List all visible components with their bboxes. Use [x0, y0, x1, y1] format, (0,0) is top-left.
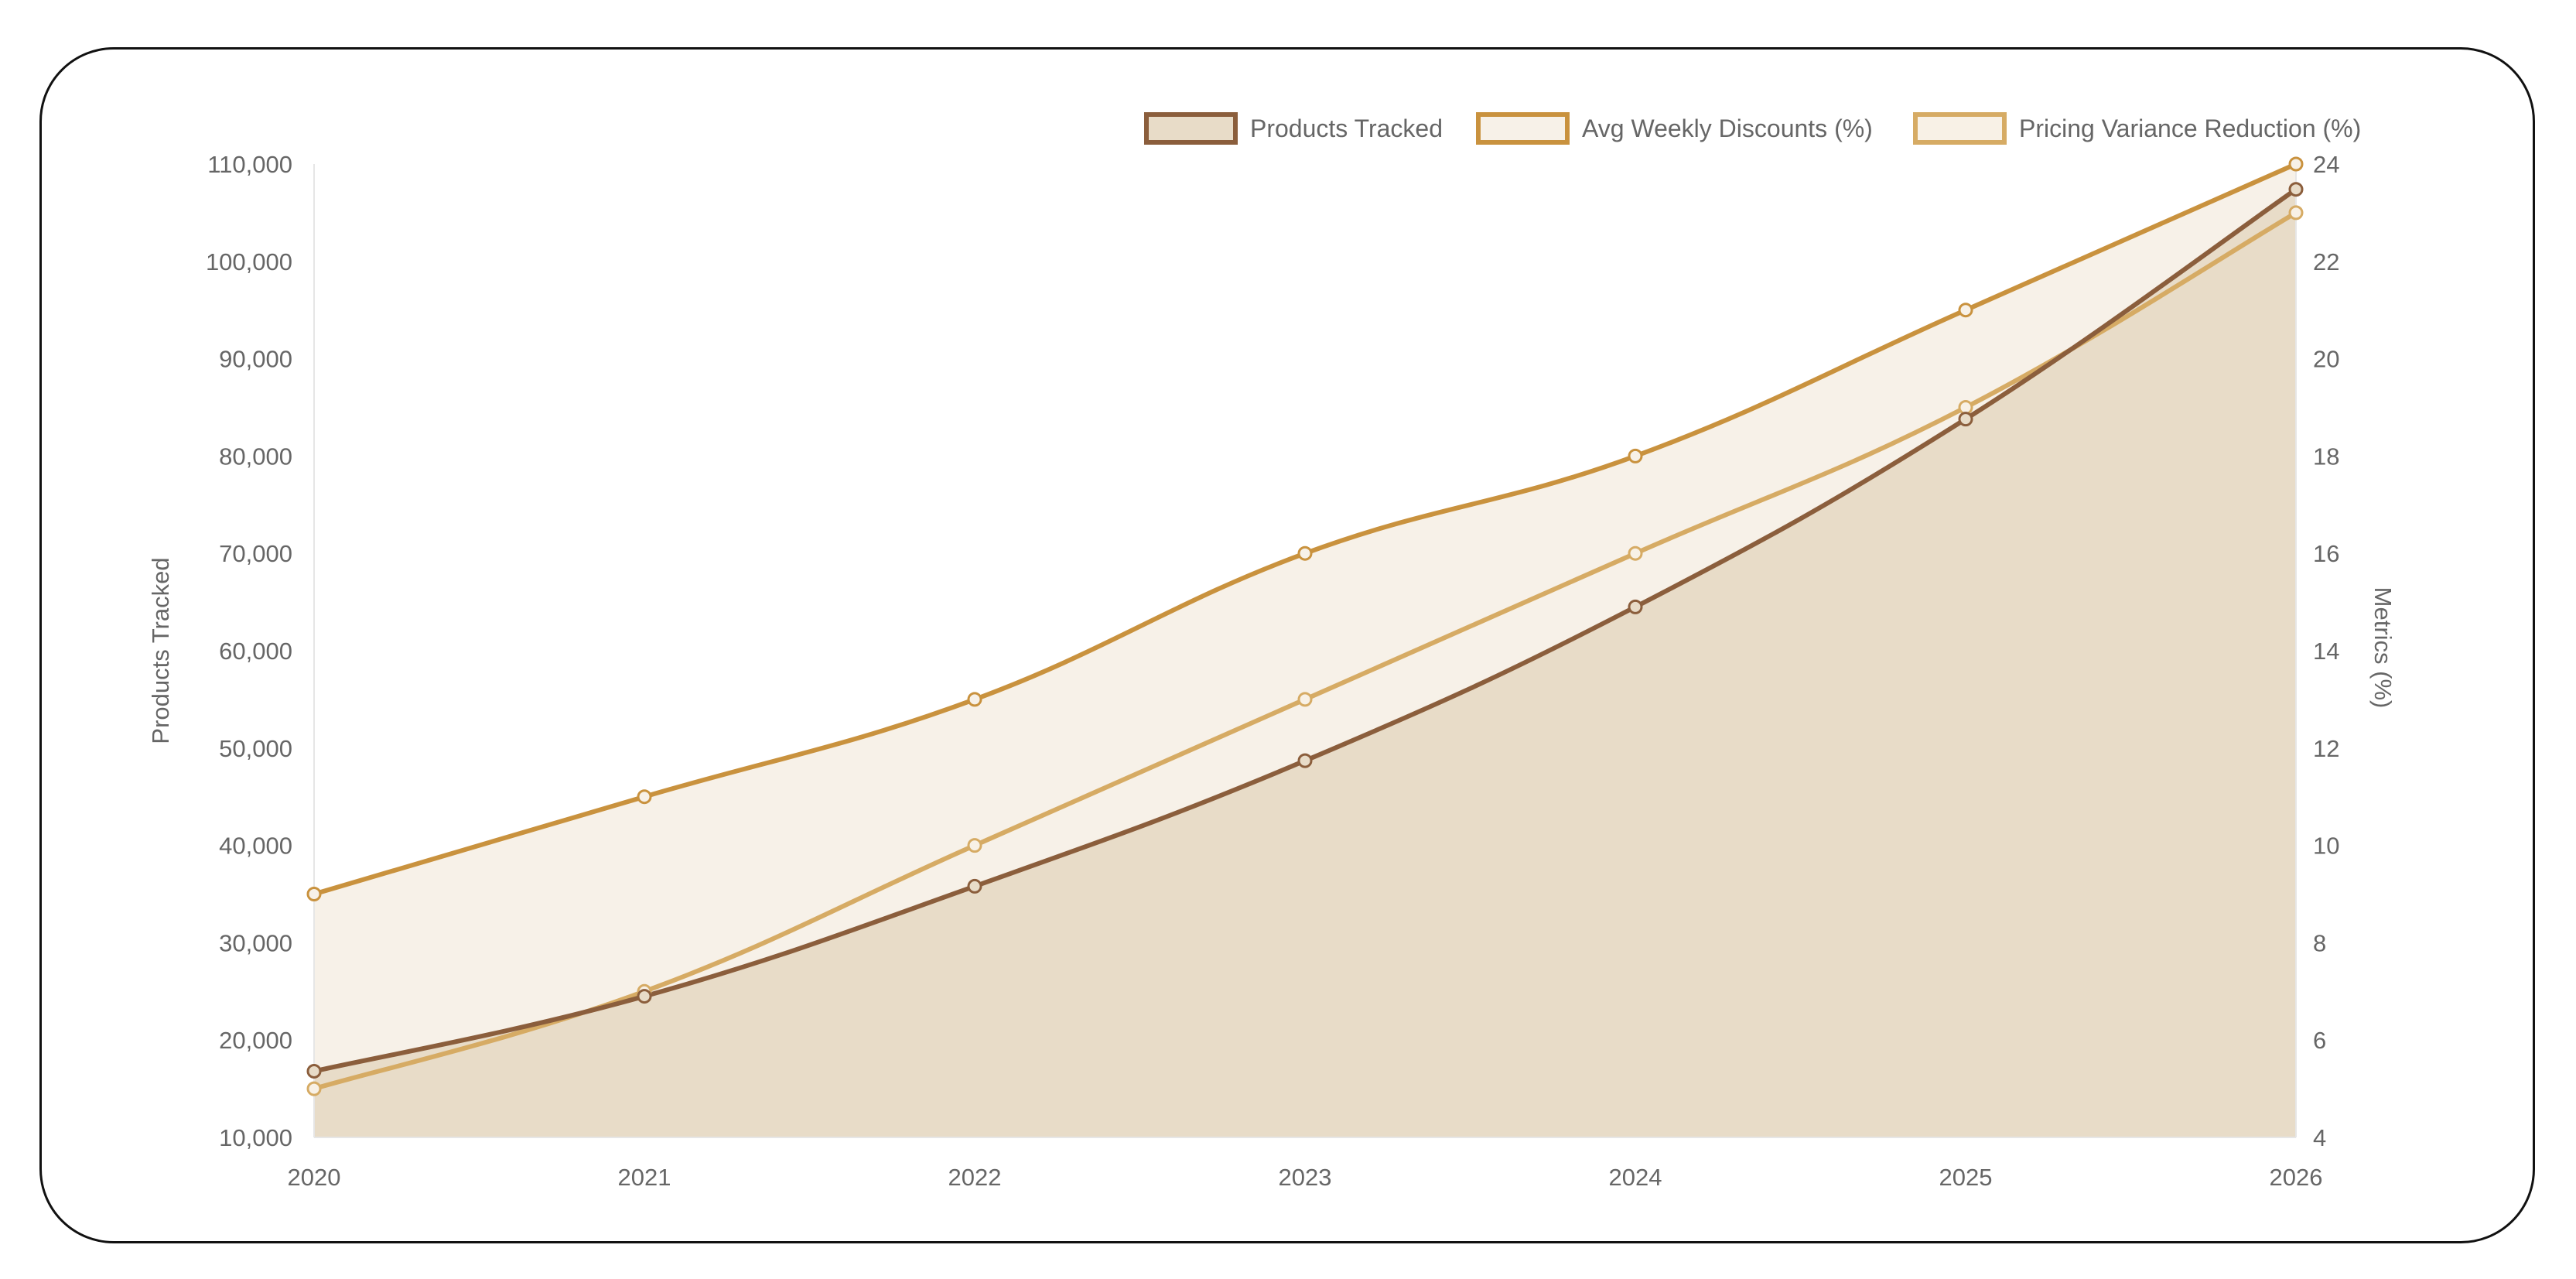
- y-tick-label: 40,000: [219, 833, 292, 860]
- x-tick-label: 2024: [1609, 1164, 1662, 1191]
- legend-label-2: Pricing Variance Reduction (%): [2019, 115, 2361, 142]
- data-point: [1958, 303, 1973, 318]
- data-point: [1628, 599, 1643, 614]
- legend-label-0: Products Tracked: [1250, 115, 1443, 142]
- y2-tick-label: 6: [2313, 1027, 2326, 1054]
- x-tick-label: 2026: [2270, 1164, 2323, 1191]
- y-tick-label: 50,000: [219, 735, 292, 762]
- y-tick-label: 90,000: [219, 346, 292, 373]
- data-point: [1297, 753, 1313, 768]
- legend-swatch-2: [1913, 112, 2007, 145]
- data-point: [306, 887, 322, 901]
- y2-tick-label: 10: [2313, 833, 2339, 860]
- data-point: [1297, 545, 1313, 561]
- y2-axis-title: Metrics (%): [2369, 587, 2397, 709]
- x-tick-label: 2022: [948, 1164, 1002, 1191]
- series-points: [306, 156, 2304, 1096]
- data-point: [967, 692, 982, 707]
- data-point: [1297, 692, 1313, 707]
- x-tick-label: 2021: [618, 1164, 671, 1191]
- y-tick-label: 70,000: [219, 540, 292, 567]
- axes: 10,000 20,000 30,000 40,000 50,000 60,000 70,0…: [206, 151, 2340, 1191]
- data-point: [306, 1063, 322, 1079]
- data-point: [637, 789, 652, 805]
- y-tick-label: 20,000: [219, 1027, 292, 1054]
- y-tick-label: 100,000: [206, 248, 292, 275]
- y2-tick-label: 12: [2313, 735, 2339, 762]
- legend-swatch-1: [1476, 112, 1570, 145]
- y2-tick-label: 16: [2313, 540, 2339, 567]
- y2-tick-label: 4: [2313, 1124, 2326, 1151]
- data-point: [967, 878, 982, 894]
- data-point: [306, 1081, 322, 1096]
- legend-label-1: Avg Weekly Discounts (%): [1582, 115, 1873, 142]
- y-axis-title: Products Tracked: [147, 557, 174, 744]
- y2-tick-label: 8: [2313, 929, 2326, 956]
- area-fill-0: [314, 189, 2296, 1137]
- legend: Products Tracked Avg Weekly Discounts (%)…: [1144, 112, 2361, 145]
- y-tick-label: 110,000: [207, 151, 292, 178]
- data-point: [2288, 182, 2304, 197]
- data-point: [637, 989, 652, 1004]
- data-point: [1628, 448, 1643, 463]
- x-tick-label: 2023: [1279, 1164, 1332, 1191]
- x-tick-label: 2025: [1939, 1164, 1993, 1191]
- data-point: [2288, 156, 2304, 172]
- y2-tick-label: 20: [2313, 346, 2339, 373]
- y-tick-label: 30,000: [219, 929, 292, 956]
- x-tick-label: 2020: [288, 1164, 341, 1191]
- data-point: [967, 838, 982, 853]
- data-point: [1628, 545, 1643, 561]
- y-tick-label: 60,000: [219, 638, 292, 665]
- y-tick-label: 80,000: [219, 443, 292, 470]
- y2-tick-label: 14: [2313, 638, 2339, 665]
- y-tick-label: 10,000: [219, 1124, 292, 1151]
- y2-tick-label: 22: [2313, 248, 2339, 275]
- area-fills: [314, 164, 2296, 1137]
- y2-tick-label: 24: [2313, 151, 2339, 178]
- data-point: [2288, 205, 2304, 221]
- legend-swatch-0: [1144, 112, 1238, 145]
- data-point: [1958, 412, 1973, 427]
- y2-tick-label: 18: [2313, 443, 2339, 470]
